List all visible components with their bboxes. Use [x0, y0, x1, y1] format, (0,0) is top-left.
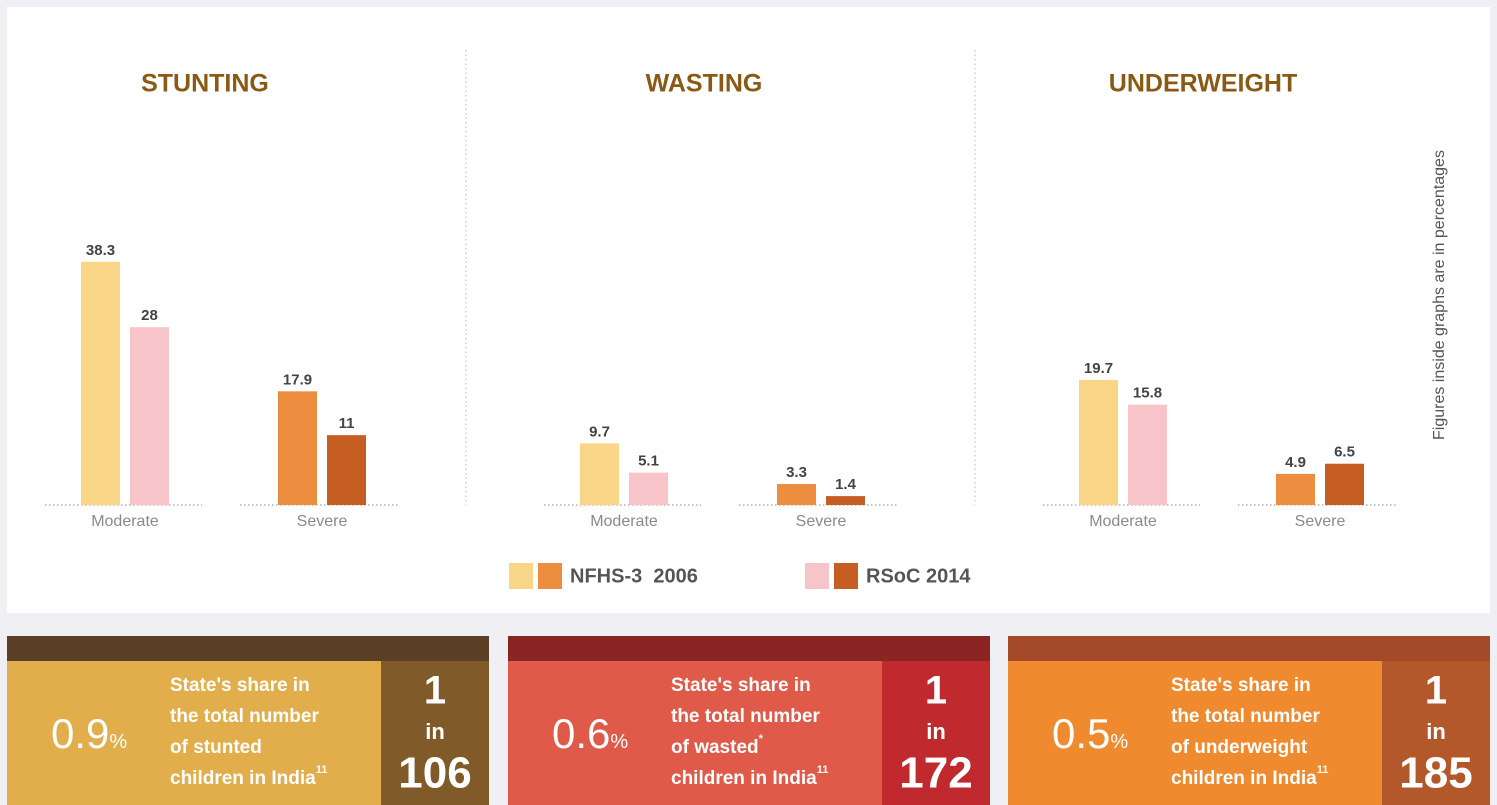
share-value: 0.9 — [51, 710, 109, 757]
description-line: of underweight — [1171, 737, 1308, 758]
category-label: Moderate — [590, 513, 658, 530]
description-text: the total number — [1171, 706, 1320, 727]
card-ratio-box — [381, 661, 489, 805]
ratio-in: in — [1426, 719, 1446, 744]
description-text: children in India — [170, 768, 316, 789]
description-line: children in India11 — [671, 764, 828, 789]
superscript: 11 — [817, 764, 829, 776]
chart-title: STUNTING — [141, 70, 269, 98]
share-value: 0.5 — [1052, 710, 1110, 757]
superscript: 11 — [1317, 764, 1329, 776]
ratio-in: in — [926, 719, 946, 744]
bar — [777, 484, 816, 505]
card-band — [7, 636, 489, 661]
bar — [1325, 463, 1364, 505]
legend-swatch — [834, 563, 858, 589]
value-label: 3.3 — [786, 464, 807, 481]
superscript: * — [759, 733, 764, 745]
value-label: 5.1 — [638, 453, 659, 470]
description-line: of stunted — [170, 737, 262, 758]
description-text: State's share in — [671, 675, 811, 696]
ratio-one: 1 — [925, 669, 947, 713]
share-unit: % — [1110, 731, 1128, 753]
category-label: Severe — [796, 513, 847, 530]
description-line: the total number — [170, 706, 319, 727]
legend-swatch — [509, 563, 533, 589]
card-band — [508, 636, 990, 661]
bar — [81, 261, 120, 505]
description-line: the total number — [671, 706, 820, 727]
description-text: the total number — [671, 706, 820, 727]
category-label: Moderate — [91, 513, 159, 530]
description-text: of wasted — [671, 737, 759, 758]
legend-label: RSoC 2014 — [866, 565, 971, 587]
value-label: 6.5 — [1334, 444, 1355, 461]
share: 0.9% — [51, 710, 127, 757]
value-label: 28 — [141, 307, 158, 324]
card-ratio-box — [1382, 661, 1490, 805]
ratio-count: 106 — [398, 749, 471, 798]
value-label: 11 — [339, 415, 355, 432]
share-value: 0.6 — [552, 710, 610, 757]
share-unit: % — [610, 731, 628, 753]
description-line: of wasted* — [671, 733, 764, 758]
card-ratio-box — [882, 661, 990, 805]
chart-title: WASTING — [646, 70, 763, 98]
description-line: children in India11 — [1171, 764, 1328, 789]
description-line: State's share in — [1171, 675, 1311, 696]
chart-panel — [7, 7, 1490, 613]
bar — [130, 327, 169, 505]
bar — [1276, 473, 1315, 505]
category-label: Severe — [297, 513, 348, 530]
value-label: 38.3 — [86, 242, 115, 259]
description-text: State's share in — [170, 675, 310, 696]
bar — [1079, 379, 1118, 505]
description-line: children in India11 — [170, 764, 327, 789]
description-text: of stunted — [170, 737, 262, 758]
share-unit: % — [109, 731, 127, 753]
ratio-count: 185 — [1399, 749, 1472, 798]
bar — [1128, 404, 1167, 505]
bar — [580, 443, 619, 505]
category-label: Severe — [1295, 513, 1346, 530]
bar — [826, 496, 865, 505]
description-text: children in India — [1171, 768, 1317, 789]
value-label: 17.9 — [283, 371, 312, 388]
ratio-count: 172 — [899, 749, 972, 798]
description-text: of underweight — [1171, 737, 1308, 758]
legend-swatch — [538, 563, 562, 589]
ratio-one: 1 — [1425, 669, 1447, 713]
ratio-in: in — [425, 719, 445, 744]
value-label: 1.4 — [835, 476, 857, 493]
bar — [327, 435, 366, 505]
bar — [278, 391, 317, 505]
description-text: State's share in — [1171, 675, 1311, 696]
bar — [629, 472, 668, 505]
description-text: the total number — [170, 706, 319, 727]
category-label: Moderate — [1089, 513, 1157, 530]
description-text: children in India — [671, 768, 817, 789]
legend-label: NFHS-3 2006 — [570, 565, 698, 587]
note: Figures inside graphs are in percentages — [1431, 150, 1448, 440]
value-label: 9.7 — [589, 423, 610, 440]
value-label: 19.7 — [1084, 360, 1113, 377]
value-label: 4.9 — [1285, 454, 1306, 471]
superscript: 11 — [316, 764, 328, 776]
card-band — [1008, 636, 1490, 661]
ratio-one: 1 — [424, 669, 446, 713]
legend-swatch — [805, 563, 829, 589]
value-label: 15.8 — [1133, 385, 1162, 402]
chart-title: UNDERWEIGHT — [1109, 70, 1297, 98]
description-line: State's share in — [170, 675, 310, 696]
share: 0.5% — [1052, 710, 1128, 757]
description-line: State's share in — [671, 675, 811, 696]
share: 0.6% — [552, 710, 628, 757]
description-line: the total number — [1171, 706, 1320, 727]
